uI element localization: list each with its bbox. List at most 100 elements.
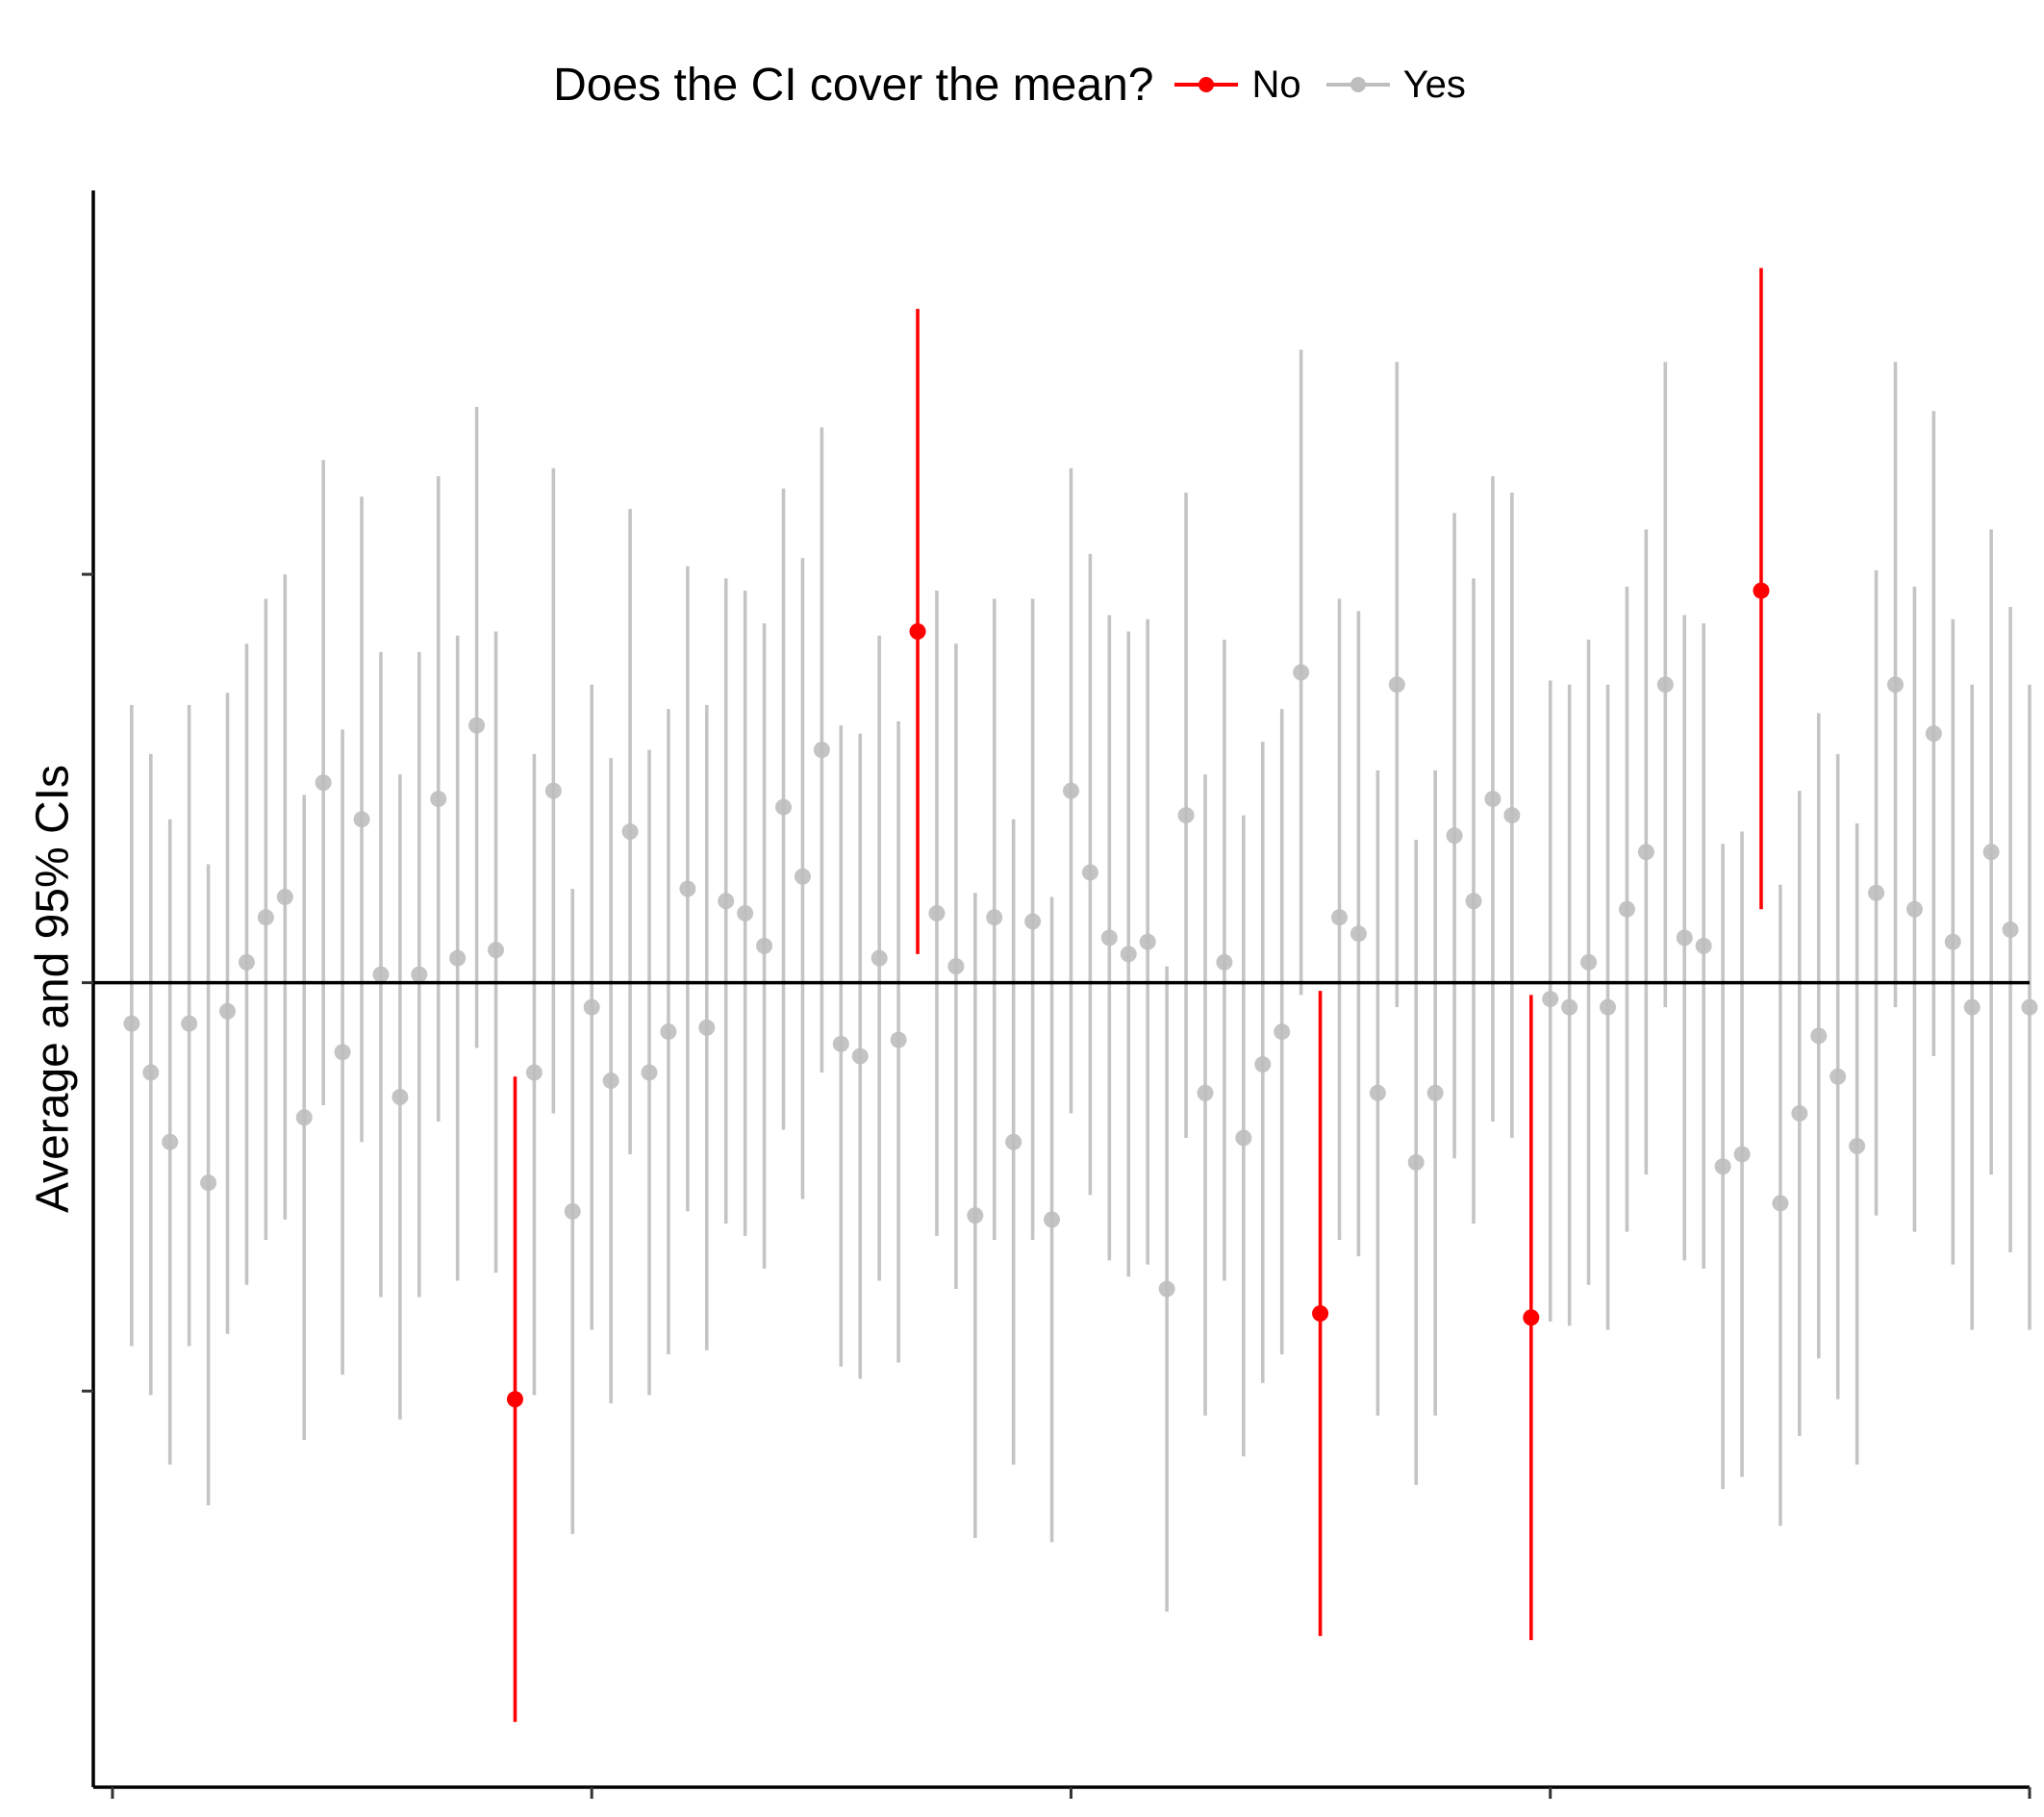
ci-point: [1005, 1133, 1022, 1150]
legend-title: Does the CI cover the mean?: [553, 59, 1154, 111]
ci-point: [544, 782, 562, 799]
ci-point: [1407, 1153, 1425, 1171]
legend-label-no: No: [1251, 63, 1301, 106]
ci-point: [794, 868, 811, 885]
ci-point: [1714, 1158, 1731, 1175]
ci-point: [641, 1064, 658, 1081]
ci-point: [698, 1019, 716, 1036]
ci-point: [525, 1064, 543, 1081]
ci-point: [583, 998, 600, 1016]
ci-point: [315, 774, 332, 792]
ci-point: [1197, 1084, 1214, 1101]
ci-point: [1350, 925, 1367, 943]
ci-point: [430, 791, 447, 808]
ci-point: [1062, 782, 1079, 799]
ci-point: [1503, 807, 1521, 824]
ci-point: [2002, 921, 2019, 938]
ci-point: [832, 1035, 849, 1052]
ci-point: [1446, 827, 1463, 845]
ci-point: [1081, 864, 1098, 881]
ci-point: [1580, 953, 1598, 971]
ci-point: [1120, 946, 1137, 963]
ci-point: [1695, 937, 1712, 954]
ci-point: [411, 966, 428, 983]
ci-point: [1676, 929, 1693, 946]
ci-point: [1216, 953, 1233, 971]
ci-point: [1330, 909, 1348, 926]
ci-point: [1733, 1146, 1751, 1163]
ci-point: [602, 1073, 619, 1090]
ci-point: [1044, 1211, 1061, 1228]
ci-point: [1100, 929, 1118, 946]
ci-point: [391, 1089, 409, 1106]
ci-point: [1849, 1137, 1866, 1154]
ci-point: [181, 1015, 198, 1032]
ci-point: [276, 888, 293, 905]
ci-point: [1177, 807, 1195, 824]
ci-point: [1024, 913, 1042, 930]
ci-point: [142, 1064, 160, 1081]
ci-point: [488, 942, 505, 959]
ci-point: [1254, 1056, 1272, 1073]
ci-point: [928, 904, 946, 921]
ci-point: [1925, 725, 1942, 743]
y-axis-label: Average and 95% CIs: [27, 764, 79, 1214]
plot-area: [82, 190, 2038, 1799]
ci-point: [679, 880, 696, 897]
ci-point: [718, 893, 735, 910]
ci-point: [295, 1109, 313, 1126]
ci-point: [1656, 676, 1674, 694]
ci-point: [1868, 884, 1885, 901]
ci-point: [986, 909, 1003, 926]
ci-point: [871, 949, 888, 967]
ci-point: [372, 966, 390, 983]
legend-key-yes: [1325, 77, 1390, 92]
legend-item-yes: Yes: [1325, 63, 1466, 107]
ci-point: [756, 937, 773, 954]
ci-point: [1426, 1084, 1444, 1101]
ci-point: [660, 1023, 677, 1041]
ci-point: [775, 798, 793, 816]
ci-point: [1753, 582, 1770, 599]
ci-point: [737, 904, 754, 921]
ci-point: [909, 623, 926, 641]
ci-point: [1561, 998, 1578, 1016]
legend: Does the CI cover the mean? No Yes: [0, 56, 2044, 114]
ci-point: [219, 1002, 237, 1020]
ci-point: [1886, 676, 1904, 694]
ci-point: [621, 823, 639, 841]
ci-point: [1158, 1280, 1175, 1298]
ci-point: [449, 949, 467, 967]
ci-point: [813, 742, 830, 759]
ci-point: [334, 1044, 351, 1061]
ci-point: [162, 1133, 179, 1150]
ci-point: [1465, 893, 1482, 910]
ci-point: [238, 953, 255, 971]
ci-point: [1274, 1023, 1291, 1041]
ci-point: [947, 958, 965, 975]
ci-point: [123, 1015, 140, 1032]
ci-point: [1388, 676, 1405, 694]
legend-item-no: No: [1174, 63, 1301, 107]
ci-point: [564, 1202, 581, 1220]
ci-point: [353, 811, 370, 828]
ci-point: [890, 1031, 907, 1048]
ci-point: [1484, 791, 1501, 808]
ci-point: [1791, 1104, 1808, 1122]
ci-point: [1600, 998, 1617, 1016]
ci-point: [506, 1391, 523, 1408]
ci-point: [1542, 991, 1559, 1008]
ci-point: [1772, 1195, 1789, 1212]
ci-point: [257, 909, 274, 926]
ci-point: [1618, 900, 1635, 918]
legend-label-yes: Yes: [1402, 63, 1466, 106]
ci-point: [1944, 933, 1961, 950]
ci-point: [1293, 664, 1310, 681]
ci-point: [468, 717, 486, 734]
ci-point: [1235, 1129, 1252, 1147]
ci-point: [1637, 844, 1654, 861]
ci-point: [1312, 1305, 1329, 1323]
ci-point: [967, 1207, 984, 1224]
ci-point: [1905, 900, 1923, 918]
